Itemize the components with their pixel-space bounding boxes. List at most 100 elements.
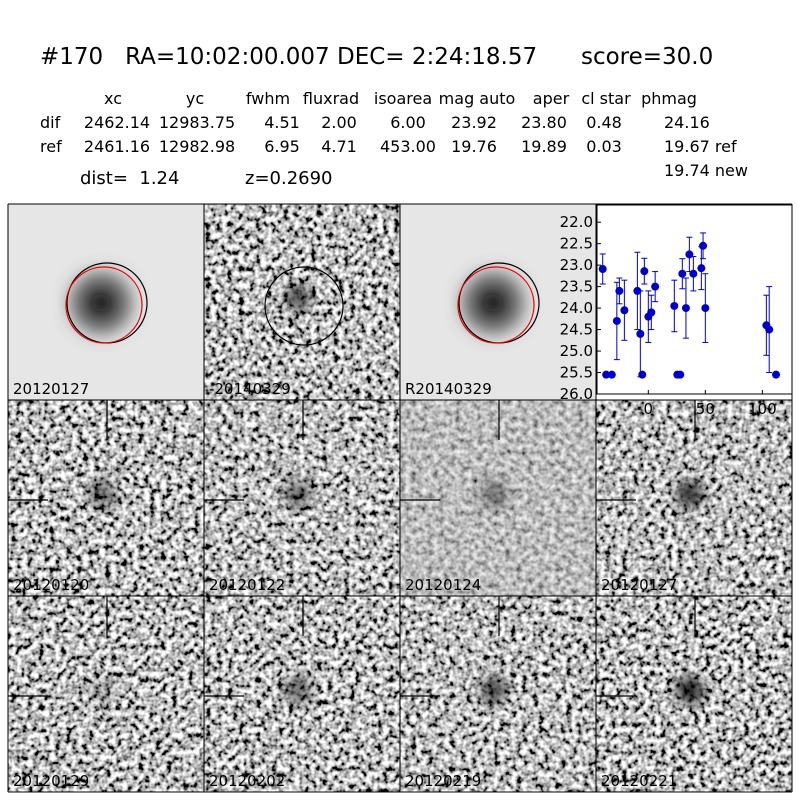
column-header: fluxrad <box>303 89 359 108</box>
data-point <box>615 286 624 295</box>
data-point <box>636 329 645 338</box>
extra-mag: 19.74 new <box>664 161 748 180</box>
stamp-label: 20120202 <box>209 772 285 790</box>
data-point <box>701 304 710 313</box>
stamp-label: 20120127 <box>601 576 677 594</box>
table-cell: 23.92 <box>451 113 497 132</box>
stamp <box>596 596 792 792</box>
table-cell: 24.16 <box>664 113 710 132</box>
stamp-label: 20120221 <box>601 772 677 790</box>
data-point <box>765 325 774 334</box>
y-tick-label: 22.0 <box>560 213 593 231</box>
stamp-label: -20140329 <box>209 380 291 398</box>
data-point <box>640 267 649 276</box>
table-cell: 2.00 <box>321 113 357 132</box>
aperture-ref <box>65 266 143 344</box>
data-point <box>670 301 679 310</box>
column-header: yc <box>186 89 204 108</box>
data-point <box>772 370 781 379</box>
table-cell: 6.95 <box>264 137 300 156</box>
stamp-label: 20120120 <box>13 576 89 594</box>
data-point <box>647 308 656 317</box>
y-tick-label: 26.0 <box>560 385 593 403</box>
source <box>284 480 312 508</box>
row-label: dif <box>40 113 61 132</box>
source <box>480 676 508 704</box>
table-cell: 19.89 <box>521 137 567 156</box>
galaxy-core <box>484 294 502 312</box>
source <box>676 480 704 508</box>
x-tick-label: 50 <box>696 400 715 418</box>
data-point <box>678 269 687 278</box>
title: #170 RA=10:02:00.007 DEC= 2:24:18.57 sco… <box>40 44 713 70</box>
aperture-ref <box>457 266 535 344</box>
stamp <box>8 204 204 400</box>
stamp-label: 20120129 <box>13 772 89 790</box>
stamp <box>204 400 400 596</box>
stamp <box>204 596 400 792</box>
redshift: z=0.2690 <box>245 168 333 189</box>
data-point <box>612 316 621 325</box>
aperture <box>264 266 344 346</box>
table-cell: 2462.14 <box>84 113 150 132</box>
y-tick-label: 24.0 <box>560 299 593 317</box>
table-cell: 19.76 <box>451 137 497 156</box>
y-tick-label: 22.5 <box>560 235 593 253</box>
table-cell: 4.71 <box>321 137 357 156</box>
stamp-label: 20120124 <box>405 576 481 594</box>
data-point <box>681 304 690 313</box>
column-header: fwhm <box>246 89 290 108</box>
source <box>480 480 508 508</box>
data-point <box>699 241 708 250</box>
data-point <box>685 250 694 259</box>
table-cell: 12982.98 <box>159 137 235 156</box>
stamp <box>596 400 792 596</box>
x-tick-label: 0 <box>644 400 654 418</box>
x-tick-label: 100 <box>748 400 777 418</box>
stamp <box>8 596 204 792</box>
stamp <box>400 204 596 400</box>
data-point <box>602 370 611 379</box>
stamp <box>400 596 596 792</box>
source <box>284 284 312 312</box>
row-label: ref <box>40 137 62 156</box>
data-point <box>697 264 706 273</box>
data-point <box>620 306 629 315</box>
data-point <box>598 265 607 274</box>
galaxy-core <box>92 294 110 312</box>
column-header: xc <box>104 89 122 108</box>
dist: dist= 1.24 <box>80 168 179 189</box>
data-point <box>676 370 685 379</box>
column-header: phmag <box>641 89 697 108</box>
stamp-label: R20140329 <box>405 380 492 398</box>
stamp <box>400 400 596 596</box>
table-cell: 0.03 <box>586 137 622 156</box>
y-tick-label: 23.0 <box>560 256 593 274</box>
y-tick-label: 25.0 <box>560 342 593 360</box>
table-cell: 12983.75 <box>159 113 235 132</box>
column-header: aper <box>533 89 570 108</box>
source <box>88 480 116 508</box>
stamp-label: 20120127 <box>13 380 89 398</box>
source <box>88 676 116 704</box>
table-cell: 19.67 ref <box>664 137 737 156</box>
y-tick-label: 24.5 <box>560 321 593 339</box>
source <box>676 676 704 704</box>
stamp <box>204 204 400 400</box>
table-cell: 6.00 <box>390 113 426 132</box>
table-cell: 4.51 <box>264 113 300 132</box>
data-point <box>651 282 660 291</box>
column-header: mag auto <box>439 89 516 108</box>
column-header: cl star <box>581 89 631 108</box>
data-point <box>689 269 698 278</box>
table-cell: 0.48 <box>586 113 622 132</box>
table-cell: 453.00 <box>380 137 436 156</box>
stamp-label: 20120122 <box>209 576 285 594</box>
table-cell: 2461.16 <box>84 137 150 156</box>
data-point <box>638 370 647 379</box>
y-tick-label: 23.5 <box>560 278 593 296</box>
source <box>284 676 312 704</box>
column-header: isoarea <box>374 89 432 108</box>
y-tick-label: 25.5 <box>560 364 593 382</box>
